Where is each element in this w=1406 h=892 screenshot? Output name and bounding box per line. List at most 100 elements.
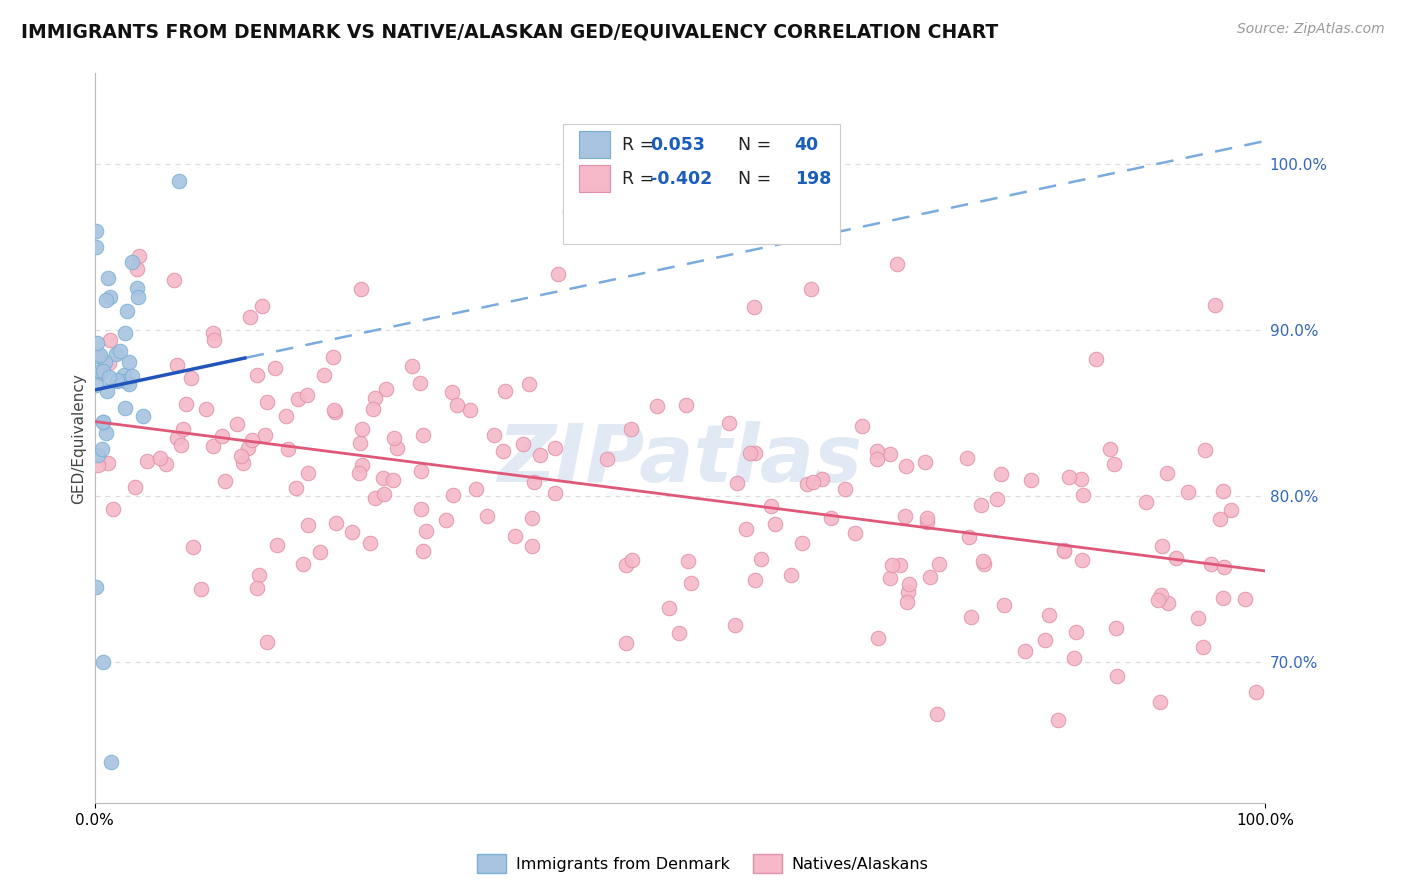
Point (529, 448, 551, 462)
Point (96, 426, 118, 441)
Point (155, 457, 177, 471)
Point (465, 483, 488, 497)
Point (780, 568, 803, 582)
Point (1105, 668, 1128, 682)
Text: IMMIGRANTS FROM DENMARK VS NATIVE/ALASKAN GED/EQUIVALENCY CORRELATION CHART: IMMIGRANTS FROM DENMARK VS NATIVE/ALASKA… (21, 22, 998, 41)
Point (87, 458, 110, 472)
Point (409, 502, 432, 516)
Point (1053, 544, 1076, 558)
Point (266, 538, 288, 552)
Point (412, 543, 434, 558)
Point (505, 529, 527, 543)
Point (1212, 483, 1234, 498)
Point (87, 349, 110, 363)
Point (441, 488, 464, 502)
Point (596, 452, 619, 467)
Point (114, 326, 136, 340)
Point (373, 486, 395, 500)
Point (889, 558, 911, 573)
Point (121, 255, 143, 269)
Point (681, 576, 703, 591)
Point (135, 454, 157, 468)
Point (866, 444, 889, 458)
Point (1046, 713, 1069, 727)
Point (96, 384, 118, 398)
Point (214, 474, 236, 488)
Point (844, 525, 866, 540)
Point (250, 299, 273, 313)
Point (115, 304, 138, 318)
Point (309, 545, 332, 559)
Point (100, 755, 122, 769)
Text: 198: 198 (794, 169, 831, 187)
Point (93, 415, 115, 429)
Point (108, 344, 131, 359)
Point (614, 558, 637, 572)
Point (1057, 469, 1080, 483)
Point (886, 257, 908, 271)
Point (87, 448, 110, 462)
Point (740, 445, 762, 459)
Point (89, 348, 111, 362)
Point (277, 442, 299, 456)
Point (1204, 298, 1226, 312)
Point (675, 398, 697, 412)
Point (98, 356, 121, 370)
Point (956, 451, 979, 466)
Point (1014, 644, 1036, 658)
Point (517, 376, 540, 391)
Point (323, 405, 346, 419)
Point (163, 273, 186, 287)
Point (879, 571, 901, 585)
Point (1150, 588, 1173, 602)
Point (287, 392, 309, 406)
Text: -0.402: -0.402 (650, 169, 711, 187)
Point (415, 524, 437, 538)
Point (1098, 442, 1121, 457)
Point (105, 347, 128, 361)
Point (1244, 685, 1267, 699)
Point (363, 402, 385, 417)
Point (897, 585, 920, 599)
Point (322, 350, 344, 364)
Point (174, 397, 197, 411)
Point (195, 402, 218, 417)
Point (382, 432, 405, 446)
Point (896, 458, 918, 473)
Point (668, 626, 690, 640)
Point (170, 438, 193, 452)
Point (1064, 624, 1087, 639)
Point (1177, 485, 1199, 500)
Point (970, 498, 993, 512)
Point (1104, 621, 1126, 635)
Point (744, 574, 766, 588)
Point (238, 441, 260, 455)
Point (544, 486, 567, 500)
Point (103, 502, 125, 516)
Point (1063, 650, 1085, 665)
Point (408, 376, 430, 391)
Point (89, 364, 111, 378)
Point (522, 475, 544, 489)
Point (121, 368, 143, 383)
Point (973, 557, 995, 571)
Point (84, 581, 107, 595)
Point (183, 540, 205, 554)
Point (851, 418, 873, 433)
Point (246, 581, 269, 595)
Point (744, 446, 766, 460)
Point (446, 398, 468, 412)
Point (811, 472, 834, 486)
Point (256, 394, 278, 409)
Point (127, 290, 149, 304)
Point (97, 369, 120, 384)
Point (349, 436, 371, 450)
Point (350, 458, 373, 472)
Point (340, 525, 363, 540)
Point (717, 416, 740, 430)
Point (1187, 611, 1209, 625)
Point (492, 444, 515, 458)
Point (1070, 472, 1092, 486)
Point (323, 403, 346, 417)
Point (796, 477, 818, 491)
